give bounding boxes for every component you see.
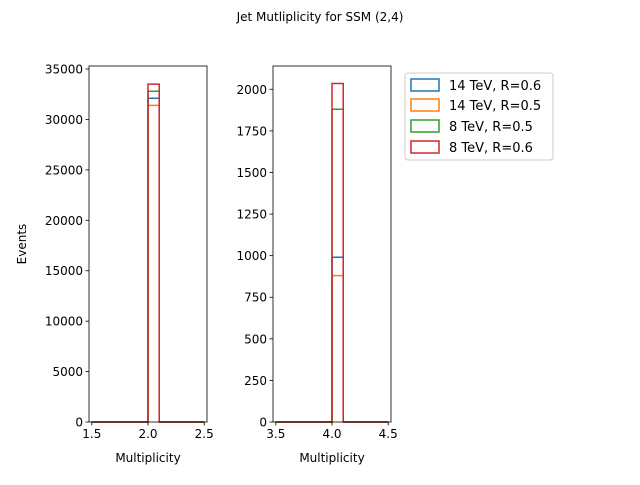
x-axis-label-2: Multiplicity (299, 451, 364, 465)
y-tick-label-2-8: 2000 (236, 83, 267, 97)
y-tick-label-1-6: 30000 (45, 113, 83, 127)
x-tick-label-1-2: 2.5 (195, 427, 214, 441)
y-tick-label-2-4: 1000 (236, 249, 267, 263)
y-tick-label-1-1: 5000 (52, 365, 83, 379)
legend-label-8tev-r06: 8 TeV, R=0.6 (449, 141, 533, 156)
x-tick-label-1-1: 2.0 (138, 427, 157, 441)
y-tick-label-1-2: 10000 (45, 315, 83, 329)
y-tick-label-2-2: 500 (244, 332, 267, 346)
y-tick-label-2-7: 1750 (236, 124, 267, 138)
subplot-2: 3.5 4.0 4.5 0 250 500 750 1000 1250 1500 1750 2000 M… (236, 65, 398, 465)
legend-frame (404, 72, 554, 161)
y-tick-label-1-4: 20000 (45, 214, 83, 228)
x-tick-label-2-1: 4.0 (322, 427, 341, 441)
y-axis-label-1: Events (15, 224, 29, 265)
figure-title: Jet Mutliplicity for SSM (2,4) (236, 10, 404, 24)
legend-swatch-14tev-r05 (410, 98, 440, 112)
x-tick-label-1-0: 1.5 (82, 427, 101, 441)
x-axis-label-1: Multiplicity (115, 451, 180, 465)
legend-label-8tev-r05: 8 TeV, R=0.5 (449, 120, 533, 135)
y-tick-label-1-0: 0 (75, 416, 83, 430)
y-tick-label-2-0: 0 (259, 416, 267, 430)
legend-label-14tev-r05: 14 TeV, R=0.5 (449, 99, 541, 114)
subplot-1: 1.5 2.0 2.5 0 5000 10000 15000 20000 25000 30000 3… (15, 63, 214, 465)
y-tick-label-1-7: 35000 (45, 63, 83, 77)
y-tick-label-2-3: 750 (244, 291, 267, 305)
y-tick-label-1-3: 15000 (45, 264, 83, 278)
y-tick-label-2-1: 250 (244, 374, 267, 388)
y-tick-label-1-5: 25000 (45, 163, 83, 177)
x-tick-label-2-0: 3.5 (266, 427, 285, 441)
y-tick-label-2-6: 1500 (236, 166, 267, 180)
axes-layer: 1.5 2.0 2.50500010000150002000025000300003… (15, 63, 398, 465)
legend-swatch-14tev-r06 (410, 78, 440, 92)
legend-swatch-8tev-r06 (410, 140, 440, 154)
x-tick-label-2-2: 4.5 (379, 427, 398, 441)
legend-swatch-8tev-r05 (410, 119, 440, 133)
legend: 14 TeV, R=0.6 14 TeV, R=0.5 8 TeV, R=0.5… (404, 72, 554, 161)
y-tick-label-2-5: 1250 (236, 208, 267, 222)
legend-label-14tev-r06: 14 TeV, R=0.6 (449, 79, 541, 94)
